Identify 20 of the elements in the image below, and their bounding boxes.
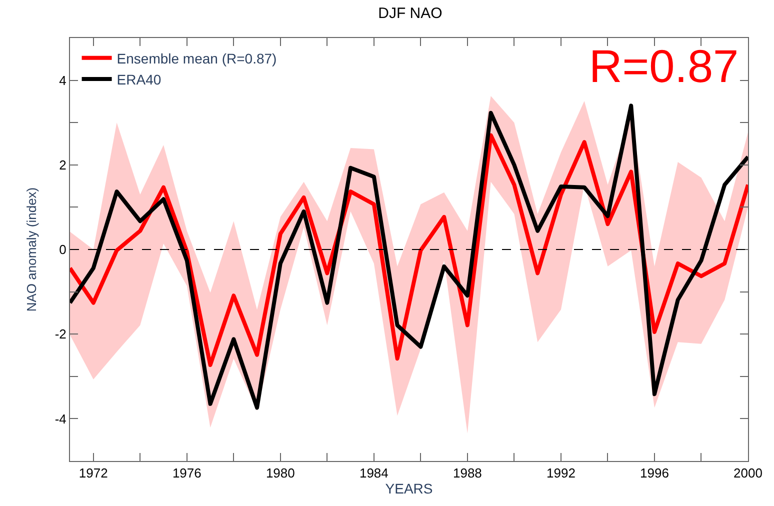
x-tick-label: 2000	[734, 466, 762, 481]
y-tick-label: 0	[59, 242, 66, 258]
x-tick-label: 1988	[452, 466, 482, 481]
x-tick-label: 1980	[266, 466, 295, 481]
y-tick-label: -4	[54, 411, 66, 426]
line-series	[70, 133, 748, 367]
legend-label: Ensemble mean (R=0.87)	[116, 50, 277, 66]
chart-title: DJF NAO	[378, 5, 442, 22]
y-tick-label: 2	[59, 157, 66, 172]
y-tick-label: -2	[54, 326, 66, 342]
y-axis-title: NAO anomaly (index)	[24, 187, 39, 312]
x-tick-label: 1992	[546, 466, 576, 481]
annotation: R=0.87	[589, 40, 739, 92]
x-tick-label: 1996	[640, 466, 669, 481]
x-tick-label: 1984	[359, 466, 388, 481]
x-tick-label: 1976	[172, 466, 202, 481]
x-axis-title: YEARS	[385, 480, 433, 497]
legend-label: ERA40	[116, 71, 162, 88]
x-tick-label: 1972	[78, 466, 108, 481]
y-tick-label: 4	[59, 72, 66, 88]
